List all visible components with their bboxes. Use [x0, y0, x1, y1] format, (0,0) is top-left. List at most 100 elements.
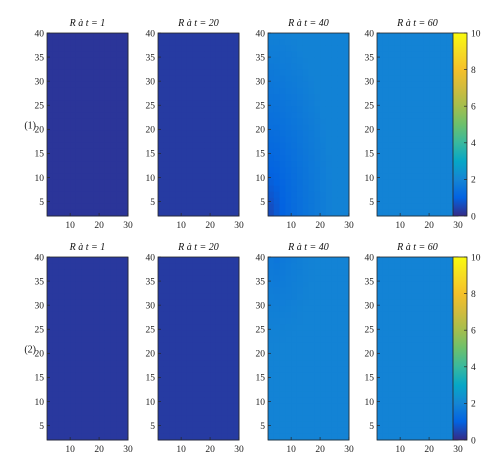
heat-cell	[93, 100, 100, 107]
heat-cell	[192, 33, 199, 40]
heat-cell	[169, 148, 176, 156]
heat-cell	[181, 179, 188, 186]
heat-cell	[411, 415, 418, 423]
heat-cell	[411, 179, 418, 186]
heat-cell	[64, 75, 71, 83]
heat-cell	[325, 112, 333, 119]
heat-cell	[87, 39, 94, 46]
heat-cell	[221, 330, 228, 337]
heat-cell	[210, 397, 217, 404]
heat-cell	[75, 136, 83, 144]
heat-cell	[198, 305, 205, 313]
heat-cell	[122, 185, 129, 193]
y-tick-label: 30	[365, 77, 375, 87]
heat-cell	[429, 263, 436, 270]
heat-cell	[58, 106, 65, 113]
heat-cell	[52, 269, 60, 276]
heat-cell	[400, 100, 407, 107]
heat-cell	[47, 354, 54, 362]
heat-cell	[158, 391, 165, 398]
heat-cell	[314, 275, 321, 282]
heat-cell	[320, 324, 327, 331]
heat-cell	[110, 281, 117, 288]
heat-cell	[175, 148, 182, 156]
heat-cell	[58, 281, 65, 288]
heat-cell	[116, 415, 123, 423]
heat-cell	[273, 379, 281, 386]
heat-cell	[233, 100, 240, 107]
heat-cell	[116, 379, 123, 386]
heat-cell	[52, 185, 60, 193]
heat-cell	[285, 275, 292, 282]
heat-cell	[446, 191, 453, 199]
heat-cell	[175, 136, 182, 144]
heat-cell	[93, 209, 100, 217]
x-tick-label: 10	[65, 445, 75, 455]
heat-cell	[47, 269, 54, 276]
heat-cell	[337, 257, 344, 264]
heat-cell	[47, 179, 54, 186]
heat-cell	[377, 354, 384, 362]
heat-cell	[221, 106, 228, 113]
heat-cell	[331, 354, 338, 362]
heat-cell	[75, 415, 83, 423]
heat-cell	[308, 263, 315, 270]
heat-cell	[186, 257, 194, 264]
heat-cell	[221, 379, 228, 386]
heat-cell	[388, 167, 395, 174]
heat-cell	[268, 287, 275, 295]
heat-cell	[58, 385, 65, 392]
heat-cell	[158, 433, 165, 441]
heat-cell	[446, 148, 453, 156]
heat-cell	[325, 63, 333, 71]
heat-cell	[64, 385, 71, 392]
heat-cell	[377, 148, 384, 156]
heat-cell	[70, 106, 77, 113]
heat-cell	[215, 209, 223, 217]
heat-cell	[110, 191, 117, 199]
heat-cell	[446, 415, 453, 423]
heat-cell	[99, 366, 106, 374]
heat-cell	[440, 203, 447, 211]
heat-cell	[291, 155, 298, 162]
heat-cell	[70, 287, 77, 295]
heat-cell	[192, 106, 199, 113]
heat-cell	[186, 360, 194, 368]
heat-cell	[93, 269, 100, 276]
heat-cell	[400, 348, 407, 356]
heat-cell	[215, 433, 223, 441]
heat-cell	[291, 106, 298, 113]
heat-cell	[198, 136, 205, 144]
heat-cell	[70, 33, 77, 40]
heat-cell	[70, 299, 77, 307]
heat-cell	[192, 311, 199, 319]
heat-cell	[382, 39, 390, 46]
heat-cell	[175, 415, 182, 423]
heat-cell	[175, 348, 182, 356]
heat-cell	[411, 51, 418, 58]
heat-cell	[302, 45, 309, 52]
heat-cell	[122, 305, 129, 313]
heat-cell	[215, 142, 223, 150]
heat-cell	[405, 94, 413, 101]
heat-cell	[99, 415, 106, 423]
heat-cell	[122, 391, 129, 398]
heat-cell	[233, 403, 240, 410]
heat-cell	[268, 305, 275, 313]
heat-cell	[382, 409, 390, 417]
heat-cell	[325, 33, 333, 40]
heat-cell	[394, 293, 401, 301]
heat-cell	[116, 94, 123, 101]
heat-cell	[320, 305, 327, 313]
heat-cell	[434, 75, 442, 83]
heat-cell	[158, 69, 165, 77]
heat-cell	[122, 421, 129, 429]
heat-cell	[47, 421, 54, 429]
heat-cell	[302, 130, 309, 138]
heat-cell	[47, 391, 54, 398]
heat-cell	[186, 324, 194, 331]
heat-cell	[227, 330, 234, 337]
heat-cell	[296, 318, 304, 325]
heat-cell	[377, 348, 384, 356]
heat-cell	[198, 209, 205, 217]
